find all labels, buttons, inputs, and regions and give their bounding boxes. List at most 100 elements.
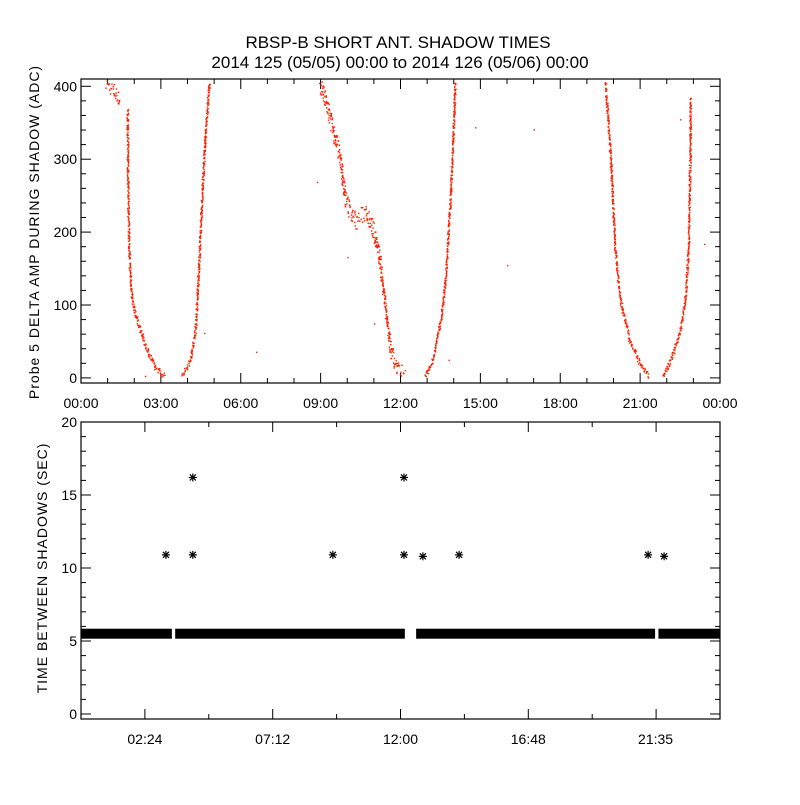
data-point bbox=[376, 237, 378, 239]
data-point bbox=[344, 203, 347, 206]
data-point bbox=[611, 184, 613, 186]
data-point bbox=[377, 244, 380, 246]
data-point bbox=[390, 357, 393, 360]
data-point bbox=[453, 105, 455, 107]
data-point bbox=[688, 207, 690, 209]
data-point bbox=[639, 359, 641, 362]
data-point bbox=[191, 354, 193, 356]
data-point bbox=[682, 310, 684, 312]
data-point bbox=[324, 96, 326, 98]
data-point bbox=[127, 108, 130, 111]
data-point bbox=[391, 349, 393, 351]
data-point bbox=[128, 232, 130, 234]
data-point bbox=[375, 237, 377, 239]
data-point bbox=[688, 244, 690, 246]
data-point bbox=[195, 319, 197, 321]
data-point bbox=[609, 152, 612, 155]
data-point bbox=[199, 231, 202, 234]
data-point bbox=[130, 272, 132, 274]
data-point bbox=[113, 94, 115, 97]
data-point bbox=[367, 212, 369, 215]
data-point bbox=[393, 365, 395, 368]
data-point bbox=[685, 284, 687, 286]
data-point bbox=[449, 199, 452, 202]
data-point bbox=[447, 250, 449, 253]
data-point bbox=[353, 216, 355, 218]
data-point bbox=[618, 288, 620, 290]
data-point bbox=[202, 188, 204, 190]
data-point bbox=[690, 125, 692, 127]
data-point bbox=[614, 224, 616, 226]
data-point bbox=[129, 250, 131, 253]
data-point bbox=[387, 334, 389, 336]
data-point bbox=[200, 223, 203, 225]
data-point bbox=[130, 279, 133, 282]
data-point bbox=[370, 230, 373, 232]
data-point bbox=[454, 102, 457, 104]
data-point bbox=[387, 337, 390, 340]
data-point bbox=[666, 368, 668, 370]
data-point bbox=[607, 120, 610, 123]
data-point bbox=[611, 190, 613, 193]
data-point bbox=[127, 190, 129, 192]
data-point bbox=[436, 342, 438, 344]
data-point bbox=[607, 126, 610, 128]
data-point bbox=[205, 139, 207, 142]
data-point bbox=[335, 144, 337, 147]
data-point bbox=[341, 181, 343, 184]
data-point bbox=[133, 303, 135, 305]
data-point bbox=[445, 275, 447, 278]
data-point bbox=[347, 196, 349, 198]
data-point bbox=[201, 189, 203, 191]
data-point bbox=[671, 351, 674, 354]
data-point bbox=[690, 117, 692, 120]
data-point bbox=[208, 104, 210, 106]
data-point bbox=[453, 93, 456, 95]
data-point bbox=[614, 252, 617, 255]
data-point bbox=[454, 110, 456, 112]
data-point bbox=[207, 113, 209, 116]
data-point bbox=[128, 255, 130, 257]
data-point bbox=[344, 206, 347, 208]
data-point bbox=[126, 183, 129, 185]
data-point bbox=[381, 266, 383, 269]
data-point bbox=[628, 342, 631, 344]
data-point bbox=[380, 266, 382, 268]
data-point bbox=[611, 163, 613, 166]
data-point bbox=[202, 197, 204, 199]
chart-subtitle: 2014 125 (05/05) 00:00 to 2014 126 (05/0… bbox=[211, 53, 588, 72]
data-point bbox=[343, 191, 345, 194]
data-point bbox=[127, 219, 130, 222]
data-point bbox=[386, 321, 389, 323]
data-point bbox=[330, 115, 332, 117]
data-point bbox=[134, 306, 136, 308]
data-point bbox=[350, 214, 353, 216]
data-point bbox=[688, 235, 690, 237]
data-point bbox=[436, 339, 438, 341]
data-point bbox=[379, 258, 381, 260]
data-point bbox=[608, 114, 610, 116]
data-point bbox=[159, 370, 161, 372]
data-point bbox=[680, 327, 682, 330]
data-point bbox=[184, 370, 186, 373]
data-point bbox=[118, 103, 120, 105]
data-point bbox=[198, 256, 200, 258]
data-point bbox=[381, 293, 384, 296]
data-point bbox=[614, 234, 616, 236]
data-point bbox=[154, 364, 157, 367]
data-point bbox=[690, 105, 692, 107]
data-point bbox=[614, 237, 616, 239]
data-point bbox=[327, 113, 329, 115]
data-point bbox=[613, 203, 615, 205]
data-point bbox=[393, 362, 395, 364]
data-point bbox=[442, 302, 444, 304]
data-point bbox=[200, 213, 202, 216]
data-point bbox=[447, 243, 450, 245]
data-point bbox=[159, 372, 161, 374]
data-point bbox=[612, 212, 615, 214]
data-point bbox=[454, 93, 457, 96]
data-point bbox=[163, 372, 165, 374]
data-point bbox=[109, 93, 112, 95]
data-point bbox=[688, 190, 691, 192]
data-point bbox=[382, 291, 384, 293]
